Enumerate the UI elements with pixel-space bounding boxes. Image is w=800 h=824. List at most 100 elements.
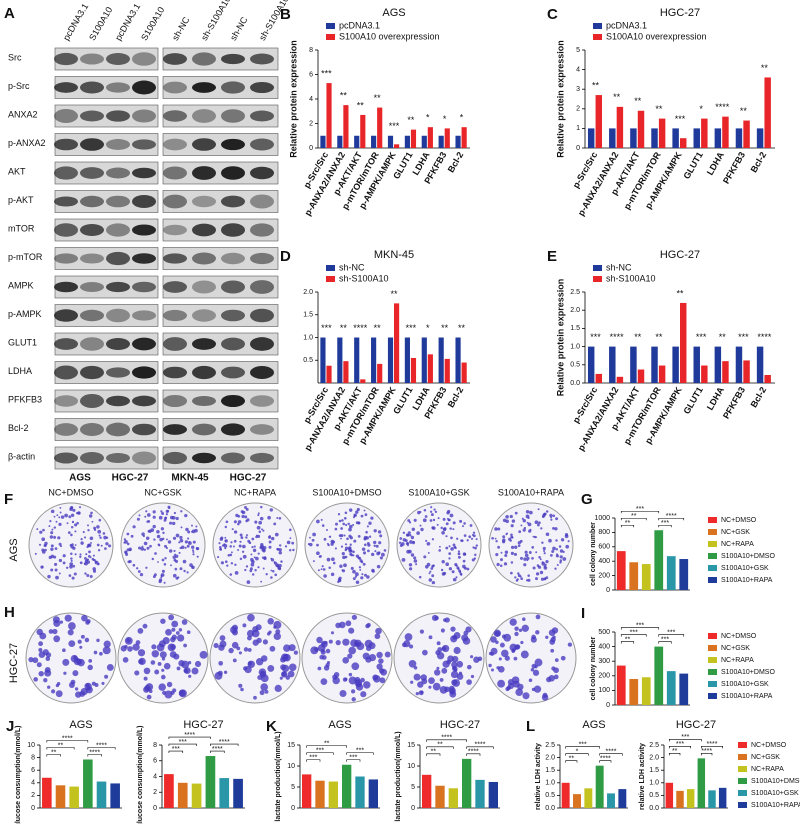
colony [363,535,368,540]
colony [491,536,494,540]
colony [85,558,89,562]
bar [651,128,658,148]
colony [523,563,527,567]
colony [490,636,497,643]
significance: *** [349,755,357,762]
colony [178,541,181,544]
y-axis-label: cell colony number [590,522,597,586]
colony [451,661,458,668]
colony [524,550,528,554]
colony [221,544,225,547]
bar [360,114,366,148]
colony [470,655,474,659]
significance: *** [676,741,684,748]
colony [488,663,492,668]
significance: ** [324,741,330,748]
colony [92,554,95,557]
colony [160,510,163,513]
blot-band [192,166,216,180]
bar [371,337,377,383]
legend-label: S100A10+RAPA [721,693,773,700]
y-tick-label: 1.5 [545,767,555,774]
colony [183,667,191,675]
colony [527,578,531,582]
colony [168,614,174,621]
colony [344,543,348,546]
colony [383,549,387,552]
blot-frame [162,76,279,99]
colony [288,548,292,552]
y-tick-label: 600 [598,544,610,551]
colony [71,543,74,546]
colony [311,538,315,542]
colony [317,569,320,572]
colony [157,561,159,563]
colony [429,510,433,513]
significance-bracket [565,753,589,756]
colony [44,541,48,546]
bar [637,110,645,148]
colony [348,676,357,685]
colony [531,663,537,669]
colony [567,540,570,543]
colony [97,529,102,534]
bar [679,559,689,590]
significance-bracket [466,746,494,749]
colony [262,567,265,570]
colony [357,535,361,538]
colony [517,574,521,578]
colony [76,521,79,525]
colony [358,566,362,569]
colony [79,645,83,649]
colony [375,627,382,635]
significance-bracket [306,759,321,762]
colony [537,508,540,511]
colony [429,519,433,522]
bar [693,128,700,148]
colony [328,639,333,644]
colony [562,550,565,553]
significance-bracket [87,754,102,757]
colony [451,570,455,574]
significance: ** [58,742,64,749]
colony [555,554,559,558]
colony [494,537,497,540]
colony [170,515,174,520]
colony [432,682,441,691]
legend-label: NC+RAPA [721,541,754,548]
colony [554,527,558,531]
y-axis-label: Relative protein expression [555,279,565,397]
colony [106,663,114,671]
significance-bracket [46,740,89,743]
colony [186,630,191,635]
blot-band [54,281,78,293]
colony [143,548,147,551]
colony [380,668,388,676]
blot-band [192,82,216,93]
colony [70,513,75,517]
colony [339,689,347,698]
colony [541,562,546,566]
panel-letter: D [280,248,291,265]
blot-band [80,138,104,151]
colony [530,668,535,672]
colony [543,552,546,555]
colony [340,534,344,538]
colony [146,513,151,517]
blot-band [250,252,274,265]
colony [127,646,133,652]
y-tick-label: 10 [287,763,295,770]
colony [424,515,428,518]
significance-bracket [620,524,635,528]
colony [361,573,364,576]
colony [86,574,90,577]
colony [96,543,100,547]
colony [423,555,427,559]
plate-row-label: AGS [8,538,20,561]
blot-band [163,424,187,435]
colony [87,529,90,532]
colony [428,685,432,689]
colony [140,547,145,551]
significance: ** [625,520,631,527]
colony [50,689,56,694]
